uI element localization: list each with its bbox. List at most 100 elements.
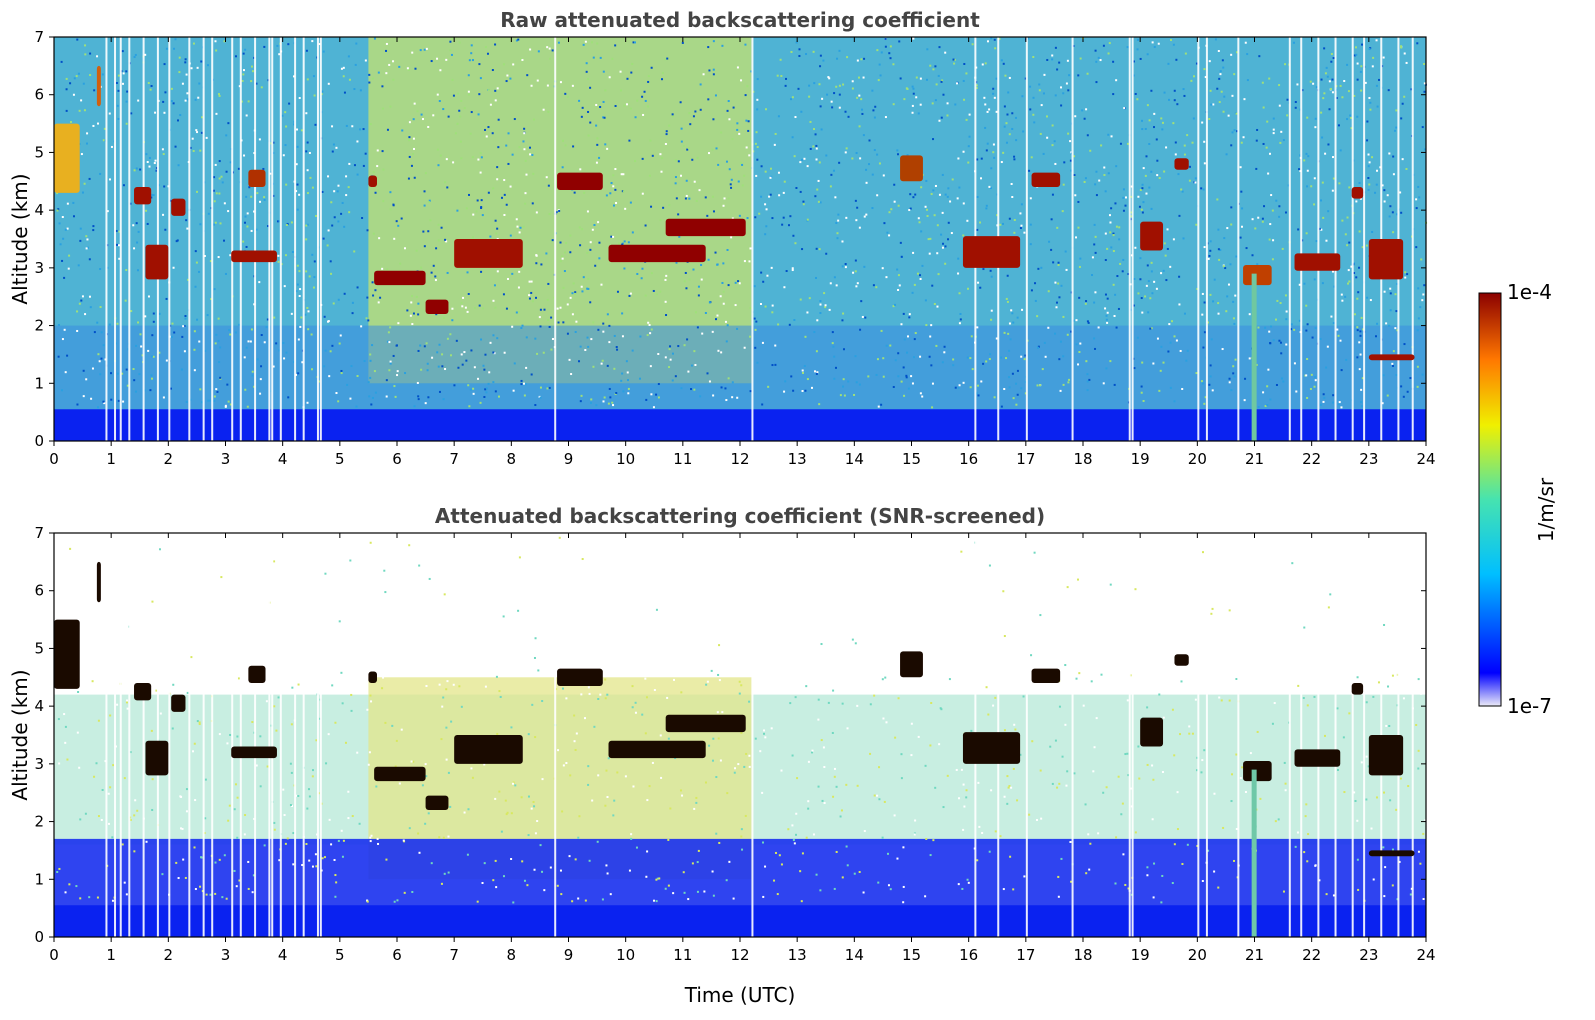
noise-speck [680, 127, 683, 130]
noise-speck [754, 142, 757, 145]
noise-speck [275, 342, 278, 345]
noise-speck [716, 263, 719, 266]
noise-speck [836, 57, 839, 60]
noise-speck [1405, 167, 1408, 170]
noise-speck [1160, 117, 1163, 120]
noise-speck [519, 226, 522, 229]
noise-speck [753, 285, 756, 288]
noise-speck [505, 203, 508, 206]
noise-speck [1062, 383, 1065, 386]
noise-speck [606, 313, 609, 316]
noise-speck [444, 181, 447, 184]
noise-speck [960, 768, 963, 771]
noise-speck [710, 669, 713, 672]
noise-speck [342, 839, 345, 842]
noise-speck [308, 795, 311, 798]
noise-speck [1356, 858, 1359, 861]
noise-speck [1208, 383, 1211, 386]
noise-speck [815, 350, 818, 353]
noise-speck [1279, 341, 1282, 344]
noise-speck [116, 322, 119, 325]
noise-speck [902, 901, 905, 904]
surface-layer [54, 409, 1426, 441]
noise-speck [192, 42, 195, 45]
noise-speck [1212, 103, 1215, 106]
noise-speck [423, 245, 426, 248]
noise-speck [538, 316, 541, 319]
noise-speck [744, 43, 747, 46]
noise-speck [1285, 318, 1288, 321]
noise-speck [655, 878, 658, 881]
noise-speck [273, 705, 276, 708]
noise-speck [1219, 73, 1222, 76]
noise-speck [396, 370, 399, 373]
noise-speck [804, 389, 807, 392]
noise-speck [206, 314, 209, 317]
noise-speck [934, 184, 937, 187]
noise-speck [64, 371, 67, 374]
noise-speck [258, 138, 261, 141]
data-gap [1363, 533, 1366, 937]
noise-speck [911, 111, 914, 114]
x-tick-label: 17 [1016, 946, 1035, 964]
noise-speck [629, 201, 632, 204]
noise-speck [1104, 190, 1107, 193]
noise-speck [63, 328, 66, 331]
noise-speck [668, 204, 671, 207]
noise-speck [910, 722, 913, 725]
noise-speck [446, 680, 449, 683]
noise-speck [908, 316, 911, 319]
noise-speck [988, 564, 991, 567]
noise-speck [1290, 323, 1293, 326]
noise-speck [213, 200, 216, 203]
noise-speck [630, 833, 633, 836]
noise-speck [72, 215, 75, 218]
noise-speck [846, 56, 849, 59]
noise-speck [1282, 380, 1285, 383]
noise-speck [219, 222, 222, 225]
noise-speck [1054, 281, 1057, 284]
noise-speck [721, 281, 724, 284]
noise-speck [1209, 249, 1212, 252]
noise-speck [812, 833, 815, 836]
noise-speck [1124, 883, 1127, 886]
noise-speck [628, 869, 631, 872]
noise-speck [452, 161, 455, 164]
noise-speck [579, 345, 582, 348]
noise-speck [1006, 802, 1009, 805]
data-gap [1411, 37, 1414, 441]
noise-speck [585, 70, 588, 73]
data-gap [168, 533, 171, 937]
noise-speck [1077, 74, 1080, 77]
noise-speck [706, 372, 709, 375]
noise-speck [1315, 86, 1318, 89]
noise-speck [706, 680, 709, 683]
noise-speck [1295, 390, 1298, 393]
noise-speck [1278, 215, 1281, 218]
cloud-layer [1174, 158, 1189, 170]
x-tick-label: 4 [278, 946, 288, 964]
noise-speck [1183, 153, 1186, 156]
noise-speck [608, 341, 611, 344]
noise-speck [1050, 248, 1053, 251]
noise-speck [1173, 754, 1176, 757]
noise-speck [244, 221, 246, 224]
noise-speck [1060, 284, 1063, 287]
y-tick-label: 3 [34, 755, 44, 773]
noise-speck [878, 162, 881, 165]
noise-speck [477, 113, 480, 116]
noise-speck [1259, 797, 1262, 800]
noise-speck [493, 284, 496, 287]
noise-speck [377, 842, 380, 845]
noise-speck [1360, 405, 1363, 408]
noise-speck [1332, 894, 1335, 897]
noise-speck [530, 291, 533, 294]
noise-speck [361, 217, 364, 220]
noise-speck [697, 285, 700, 288]
noise-speck [1039, 384, 1042, 387]
noise-speck [1019, 753, 1022, 756]
noise-speck [720, 351, 723, 354]
noise-speck [341, 855, 344, 858]
noise-speck [130, 112, 133, 115]
noise-speck [933, 302, 936, 305]
